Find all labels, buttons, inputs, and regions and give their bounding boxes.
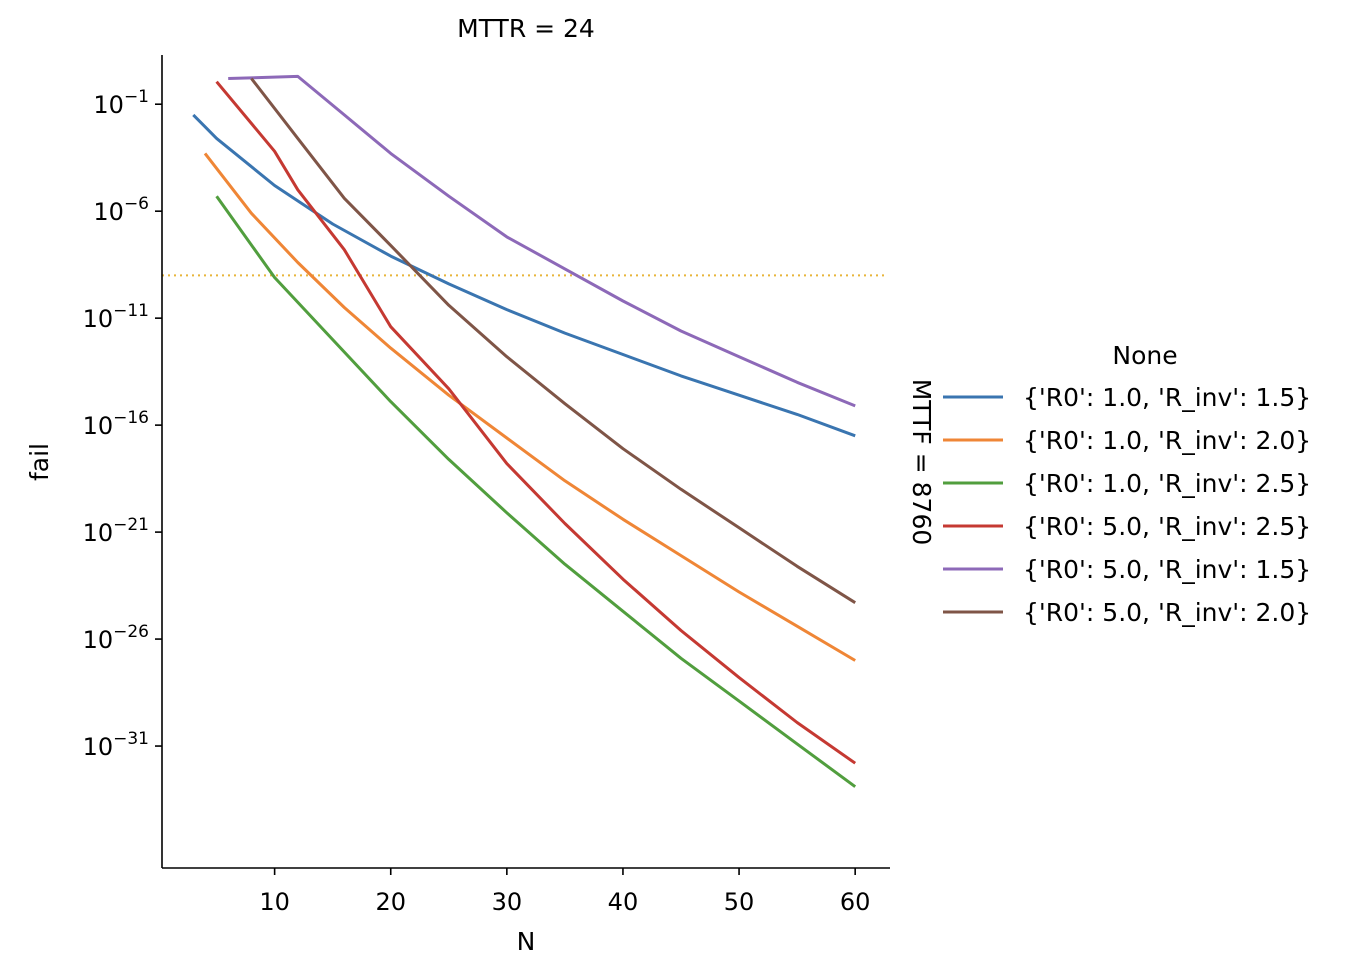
x-tick-label: 20 — [375, 888, 406, 916]
chart-title: MTTR = 24 — [457, 14, 595, 43]
y-tick-label: 10−26 — [83, 622, 149, 654]
y-axis-title: fail — [25, 443, 54, 481]
legend-label-3: {'R0': 1.0, 'R_inv': 2.5} — [1023, 469, 1311, 498]
x-axis-title: N — [517, 927, 536, 956]
series-line-5 — [228, 74, 856, 408]
y-tick-label: 10−11 — [83, 301, 149, 333]
y-ticks: 10−1 10−6 10−11 10−16 10−21 10−26 10−31 — [83, 87, 162, 761]
x-tick-label: 40 — [608, 888, 639, 916]
series-line-6 — [250, 77, 856, 604]
legend-label-5: {'R0': 5.0, 'R_inv': 1.5} — [1023, 555, 1311, 584]
legend-label-6: {'R0': 5.0, 'R_inv': 2.0} — [1023, 598, 1311, 627]
y-tick-label: 10−1 — [93, 87, 149, 119]
y-tick-label: 10−31 — [83, 729, 149, 761]
x-tick-label: 10 — [259, 888, 290, 916]
legend-label-2: {'R0': 1.0, 'R_inv': 2.0} — [1023, 426, 1311, 455]
x-tick-label: 30 — [492, 888, 523, 916]
legend: None {'R0': 1.0, 'R_inv': 1.5}{'R0': 1.0… — [943, 341, 1311, 627]
series-line-1 — [192, 113, 856, 438]
series-line-4 — [215, 80, 857, 765]
legend-label-1: {'R0': 1.0, 'R_inv': 1.5} — [1023, 383, 1311, 412]
y-tick-label: 10−21 — [83, 515, 149, 547]
x-tick-label: 60 — [840, 888, 871, 916]
y-tick-label: 10−6 — [93, 194, 149, 226]
legend-label-4: {'R0': 5.0, 'R_inv': 2.5} — [1023, 512, 1311, 541]
series-line-3 — [215, 195, 857, 788]
x-tick-label: 50 — [724, 888, 755, 916]
x-ticks: 10 20 30 40 50 60 — [259, 868, 870, 916]
series-line-2 — [203, 152, 856, 662]
legend-items: {'R0': 1.0, 'R_inv': 1.5} {'R0': 1.0, 'R_… — [943, 383, 1311, 627]
series-layer — [192, 74, 857, 788]
y-tick-label: 10−16 — [83, 408, 149, 440]
facet-row-label: MTTF = 8760 — [907, 379, 936, 546]
legend-title: None — [1112, 341, 1177, 370]
